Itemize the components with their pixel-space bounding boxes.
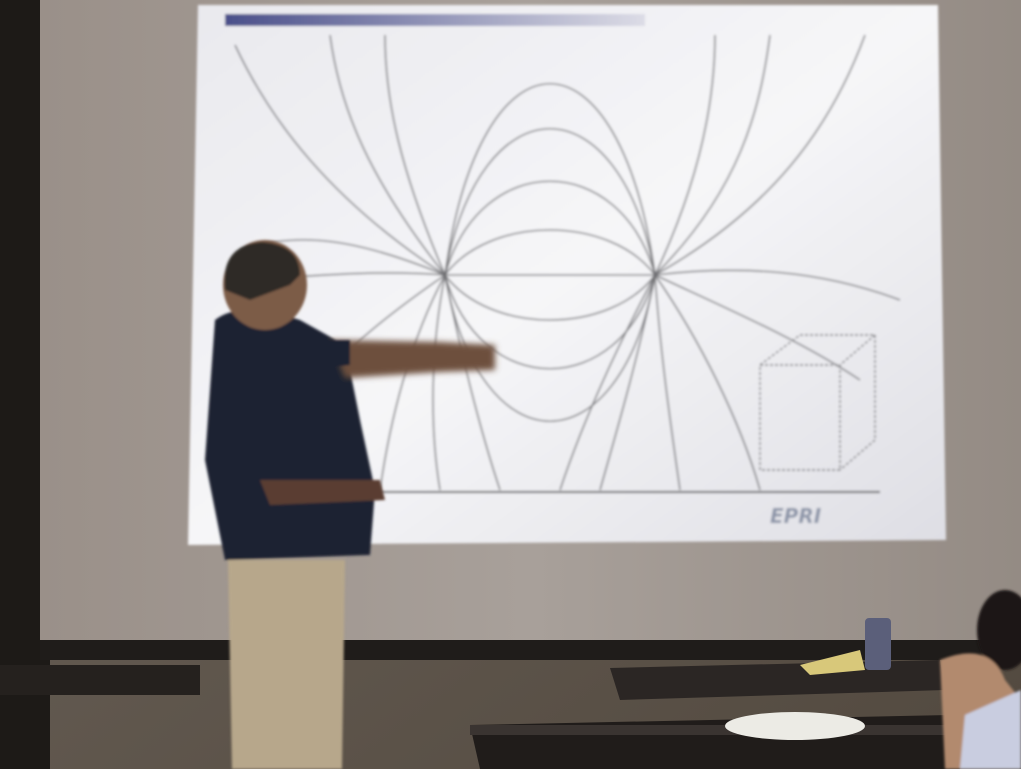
page: Presenter at projection screen {"slide":… [0,0,1021,769]
left-table [0,665,200,695]
slide-header-bar [225,14,645,26]
front-table-edge [470,725,960,735]
plate [725,712,865,740]
sleeve [300,340,350,370]
soda-can [865,618,891,670]
trousers [228,560,345,769]
slide-logo: EPRI [770,504,822,528]
photo: EPRI [0,0,1021,769]
body: EPRI (() => { const data = JSON.parse(do… [0,0,1021,769]
